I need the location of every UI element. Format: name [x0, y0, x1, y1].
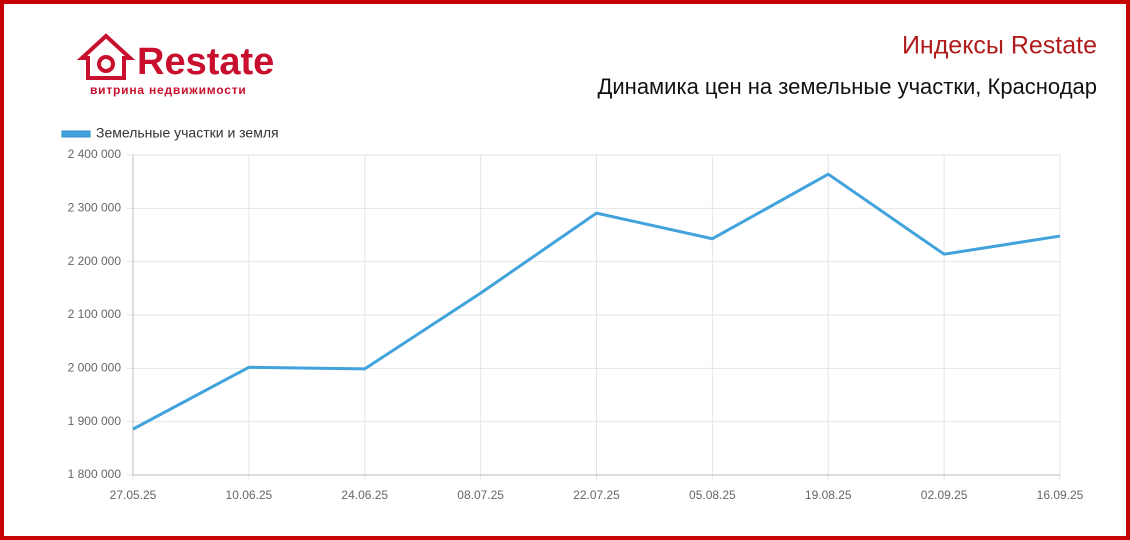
x-tick-label: 22.07.25 [573, 488, 620, 502]
y-tick-label: 1 800 000 [68, 467, 122, 481]
legend-label: Земельные участки и земля [96, 125, 279, 141]
logo-tagline: витрина недвижимости [90, 83, 247, 97]
logo-house [76, 33, 136, 80]
logo-name: Restate [137, 41, 274, 83]
x-tick-label: 02.09.25 [921, 488, 968, 502]
logo-gear [97, 55, 115, 73]
y-tick-label: 2 200 000 [68, 254, 122, 268]
x-tick-label: 10.06.25 [226, 488, 273, 502]
x-tick-label: 08.07.25 [457, 488, 504, 502]
y-tick-label: 1 900 000 [68, 414, 122, 428]
chart-subtitle: Динамика цен на земельные участки, Красн… [597, 74, 1097, 99]
y-tick-label: 2 400 000 [68, 147, 122, 161]
logo: Restate витрина недвижимости [76, 33, 274, 97]
x-tick-label: 16.09.25 [1037, 488, 1084, 502]
y-tick-label: 2 000 000 [68, 361, 122, 375]
legend-swatch [61, 130, 91, 138]
x-tick-label: 05.08.25 [689, 488, 736, 502]
x-tick-label: 27.05.25 [110, 488, 157, 502]
line [132, 172, 1061, 431]
chart-title: Индексы Restate [902, 32, 1097, 60]
x-tick-label: 19.08.25 [805, 488, 852, 502]
x-tick-label: 24.06.25 [341, 488, 388, 502]
y-tick-label: 2 300 000 [68, 201, 122, 215]
y-tick-label: 2 100 000 [68, 307, 122, 321]
